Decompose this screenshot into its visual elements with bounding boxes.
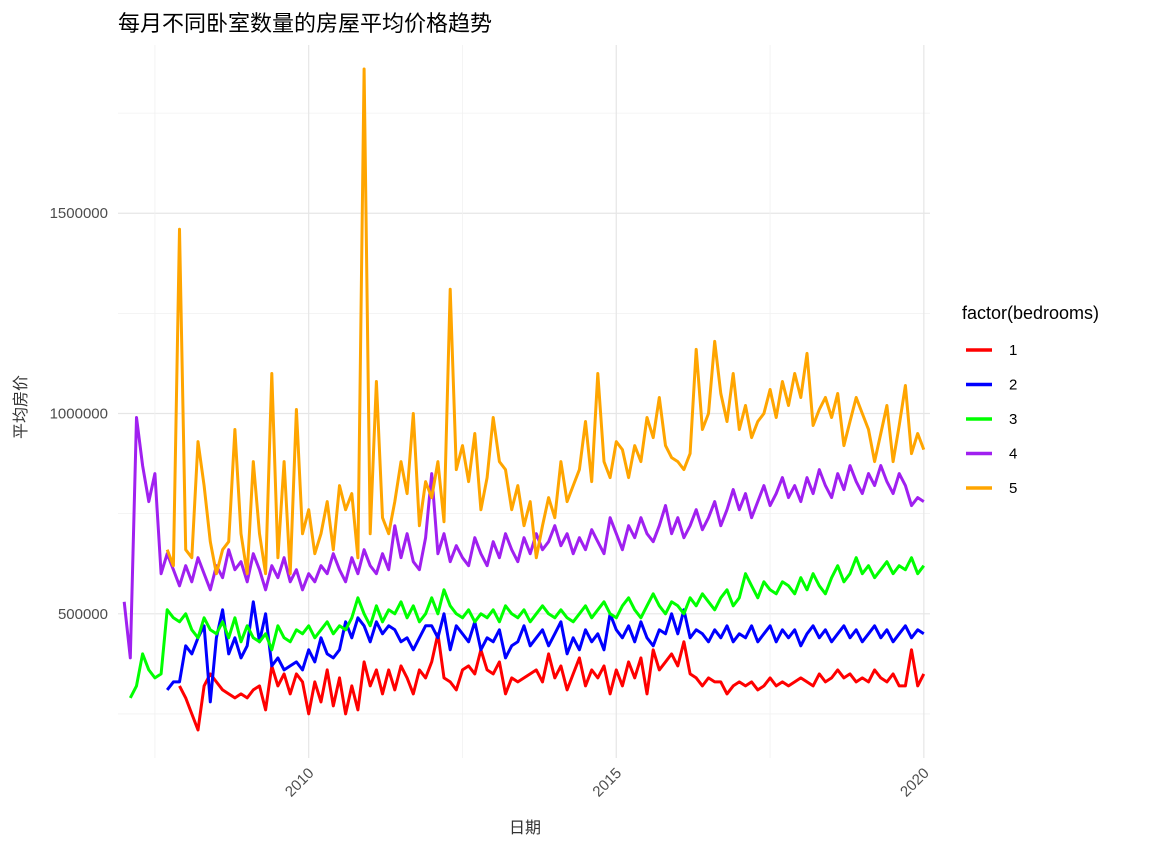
legend-label-2: 2 [1009,377,1017,394]
series-lines [122,67,926,732]
y-axis-ticks: 500000 1000000 1500000 [50,205,108,623]
series-line-3 [128,556,925,699]
y-tick-label: 1000000 [50,406,108,423]
x-axis-ticks: 2010 2015 2020 [282,765,933,801]
x-axis-title: 日期 [509,818,541,837]
grid [118,45,930,758]
legend-label-1: 1 [1009,342,1017,359]
series-line-1 [178,632,926,732]
legend-label-5: 5 [1009,480,1017,497]
series-line-2 [166,600,925,704]
x-tick-label: 2015 [589,765,625,801]
legend: factor(bedrooms) 1 2 3 4 5 [962,303,1099,497]
legend-label-3: 3 [1009,411,1017,428]
x-tick-label: 2020 [897,765,933,801]
y-axis-title: 平均房价 [11,375,30,439]
y-tick-label: 500000 [58,606,108,623]
x-tick-label: 2010 [282,765,318,801]
legend-title: factor(bedrooms) [962,303,1099,323]
series-line-5 [165,67,926,576]
legend-label-4: 4 [1009,446,1017,463]
series-line-4 [122,416,925,660]
y-tick-label: 1500000 [50,205,108,222]
chart-title: 每月不同卧室数量的房屋平均价格趋势 [118,12,492,37]
